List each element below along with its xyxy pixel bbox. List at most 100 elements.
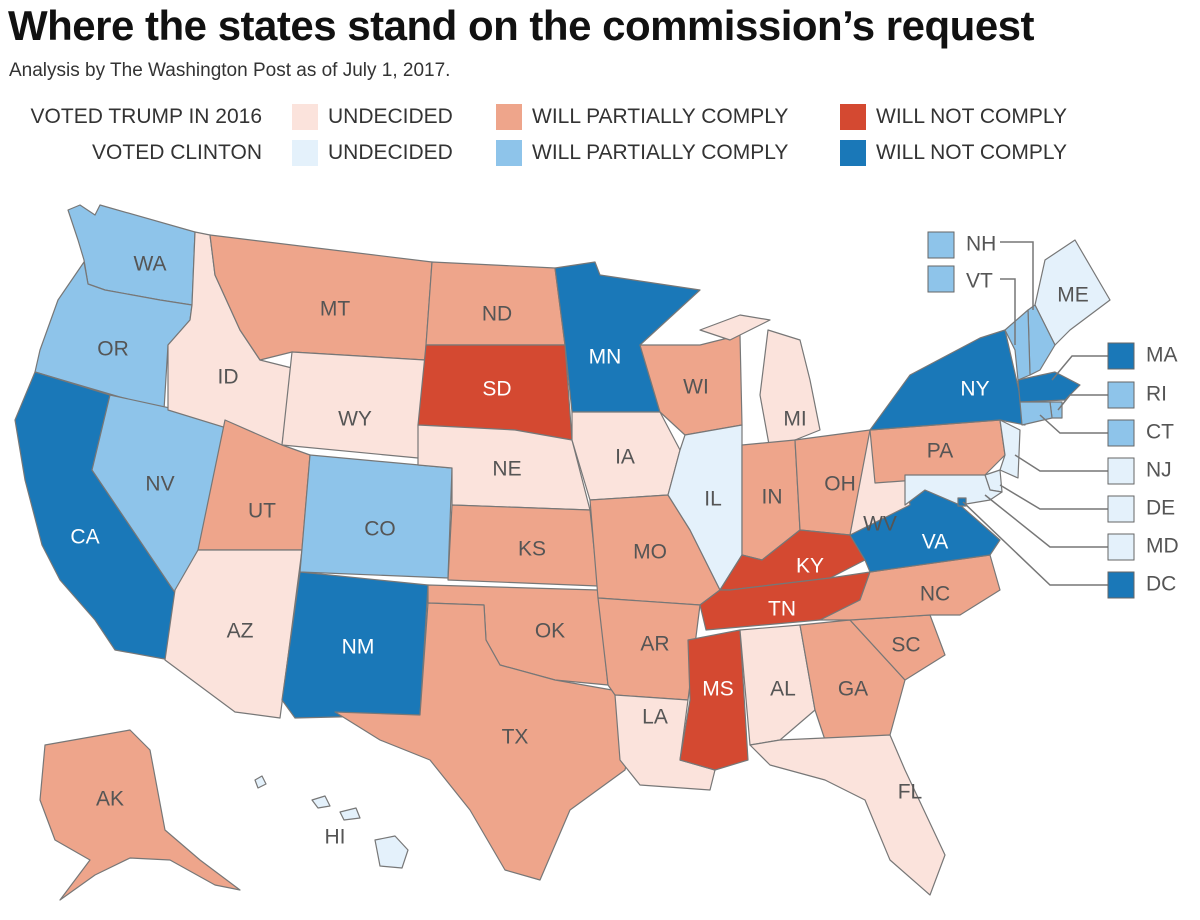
- legend-item: UNDECIDED: [292, 103, 453, 131]
- legend-item: WILL PARTIALLY COMPLY: [496, 103, 788, 131]
- legend-item: UNDECIDED: [292, 139, 453, 167]
- state-label-mo: MO: [633, 541, 667, 564]
- legend-row-trump: VOTED TRUMP IN 2016 UNDECIDED WILL PARTI…: [0, 100, 1200, 134]
- state-la: [614, 694, 716, 791]
- state-label-nm: NM: [342, 636, 375, 659]
- state-nj: [999, 419, 1021, 479]
- state-hi: [254, 775, 409, 869]
- legend-item: WILL NOT COMPLY: [840, 139, 1067, 167]
- callout-line-ri: [1057, 394, 1108, 411]
- legend: VOTED TRUMP IN 2016 UNDECIDED WILL PARTI…: [0, 100, 1200, 172]
- state-label-nd: ND: [482, 303, 512, 326]
- state-label-nh: NH: [966, 233, 996, 256]
- legend-swatch: [840, 104, 866, 130]
- state-label-wi: WI: [683, 376, 709, 399]
- state-ma: [1017, 371, 1081, 403]
- state-label-ak: AK: [96, 788, 124, 811]
- state-label-ms: MS: [702, 678, 734, 701]
- state-label-me: ME: [1057, 284, 1089, 307]
- state-label-ne: NE: [492, 458, 521, 481]
- state-fl: [749, 734, 946, 896]
- callout-line-nh: [1000, 241, 1034, 310]
- legend-item: WILL NOT COMPLY: [840, 103, 1067, 131]
- state-swatch-ct: [1107, 419, 1135, 447]
- page-subtitle: Analysis by The Washington Post as of Ju…: [9, 60, 451, 81]
- state-ak: [39, 729, 241, 901]
- state-label-ny: NY: [960, 378, 989, 401]
- callout-line-dc: [962, 501, 1108, 586]
- state-label-or: OR: [97, 338, 129, 361]
- state-label-sc: SC: [891, 634, 920, 657]
- state-label-md: MD: [1146, 535, 1179, 558]
- state-label-wy: WY: [338, 408, 372, 431]
- state-label-de: DE: [1146, 497, 1175, 520]
- state-label-vt: VT: [966, 270, 993, 293]
- state-label-ca: CA: [70, 526, 99, 549]
- state-label-ok: OK: [535, 620, 565, 643]
- callout-line-md: [984, 494, 1108, 548]
- state-label-hi: HI: [325, 826, 346, 849]
- legend-item: WILL PARTIALLY COMPLY: [496, 139, 788, 167]
- state-md: [904, 474, 1003, 506]
- state-label-nj: NJ: [1146, 459, 1172, 482]
- legend-swatch: [292, 104, 318, 130]
- state-ny: [869, 329, 1026, 431]
- state-label-id: ID: [218, 366, 239, 389]
- state-swatch-md: [1107, 533, 1135, 561]
- state-tx: [334, 602, 641, 881]
- page-title: Where the states stand on the commission…: [8, 2, 1035, 49]
- state-label-va: VA: [922, 531, 948, 554]
- state-wy: [281, 351, 426, 459]
- callout-line-nj: [1014, 454, 1108, 472]
- state-label-ia: IA: [615, 446, 635, 469]
- state-swatch-dc: [1107, 571, 1135, 599]
- state-vt: [1004, 309, 1031, 381]
- state-label-wa: WA: [133, 253, 166, 276]
- state-label-ct: CT: [1146, 421, 1174, 444]
- state-swatch-vt: [927, 265, 955, 293]
- state-label-ut: UT: [248, 500, 276, 523]
- legend-item-label: UNDECIDED: [328, 105, 453, 128]
- callout-line-ma: [1051, 355, 1108, 381]
- legend-item-label: WILL PARTIALLY COMPLY: [532, 105, 789, 128]
- legend-item-label: WILL PARTIALLY COMPLY: [532, 141, 789, 164]
- legend-row-clinton: VOTED CLINTON UNDECIDED WILL PARTIALLY C…: [0, 136, 1200, 170]
- legend-swatch: [840, 140, 866, 166]
- state-label-tx: TX: [502, 726, 529, 749]
- state-label-al: AL: [770, 678, 796, 701]
- state-swatch-ri: [1107, 381, 1135, 409]
- state-label-wv: WV: [863, 513, 897, 536]
- state-label-az: AZ: [227, 620, 254, 643]
- state-label-ky: KY: [796, 555, 824, 578]
- state-swatch-nj: [1107, 457, 1135, 485]
- state-label-il: IL: [704, 488, 722, 511]
- callout-line-ct: [1039, 414, 1108, 434]
- state-label-ar: AR: [640, 633, 669, 656]
- state-label-in: IN: [762, 486, 783, 509]
- state-label-mt: MT: [320, 298, 350, 321]
- state-label-la: LA: [642, 706, 668, 729]
- state-label-fl: FL: [898, 781, 923, 804]
- legend-item-label: UNDECIDED: [328, 141, 453, 164]
- state-label-nv: NV: [145, 473, 174, 496]
- state-swatch-de: [1107, 495, 1135, 523]
- state-label-nc: NC: [920, 583, 950, 606]
- us-states-map: NH VT MA RI CT NJ DE MD DC WA OR CA NV ID MT WY UT AZ CO N…: [14, 204, 1179, 901]
- legend-row-label: VOTED TRUMP IN 2016: [30, 105, 262, 128]
- callout-line-de: [999, 484, 1108, 510]
- legend-swatch: [496, 140, 522, 166]
- state-label-ri: RI: [1146, 383, 1167, 406]
- state-label-pa: PA: [927, 440, 953, 463]
- legend-swatch: [496, 104, 522, 130]
- state-al: [739, 624, 816, 746]
- state-label-co: CO: [364, 518, 396, 541]
- state-label-ga: GA: [838, 678, 868, 701]
- state-label-oh: OH: [824, 473, 856, 496]
- state-co: [299, 454, 453, 579]
- state-mi: [699, 314, 821, 451]
- state-label-mn: MN: [589, 346, 622, 369]
- state-swatch-nh: [927, 231, 955, 259]
- legend-row-label: VOTED CLINTON: [92, 141, 262, 164]
- callout-line-vt: [1000, 278, 1016, 345]
